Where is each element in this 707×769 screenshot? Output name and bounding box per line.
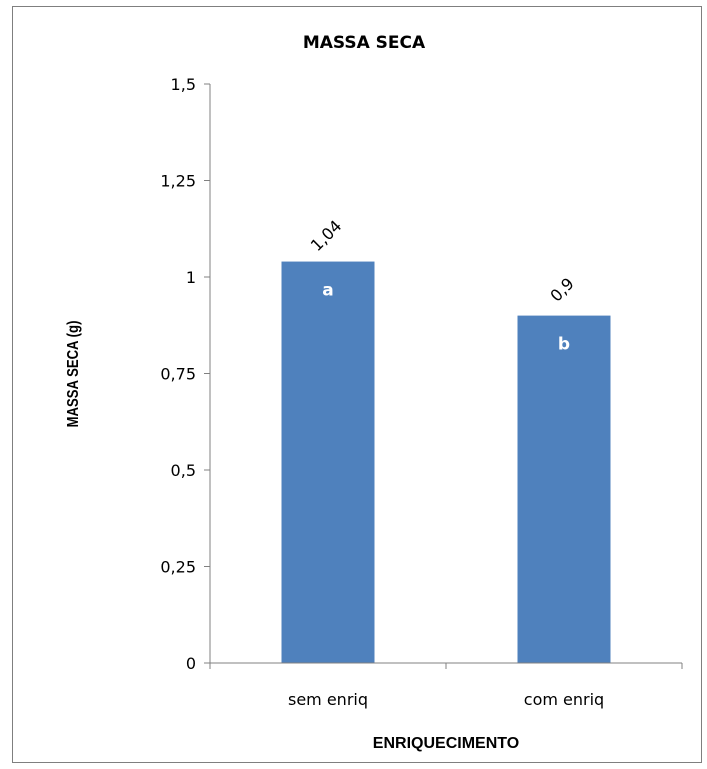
y-tick-label: 0,5	[171, 461, 196, 480]
y-tick-label: 0,75	[160, 365, 196, 384]
data-label: 0,9	[546, 274, 577, 305]
y-tick-label: 1,25	[160, 172, 196, 191]
y-axis-ticks: 0 0,25 0,5 0,75 1 1,25 1,5	[160, 75, 210, 673]
x-axis-title: ENRIQUECIMENTO	[373, 735, 519, 752]
y-tick-label: 0,25	[160, 558, 196, 577]
bar	[281, 261, 375, 663]
y-tick-label: 0	[186, 654, 196, 673]
x-axis-labels: sem enriq com enriq	[288, 690, 604, 709]
axes	[209, 84, 683, 669]
bar-significance-letter: a	[322, 281, 333, 301]
data-label: 1,04	[307, 216, 346, 255]
bar	[517, 315, 611, 663]
x-category-label: com enriq	[524, 690, 604, 709]
chart-title: MASSA SECA	[303, 33, 426, 53]
bar-significance-letter: b	[558, 335, 570, 355]
bars: 1,04 a 0,9 b	[281, 216, 611, 663]
y-tick-label: 1,5	[171, 75, 196, 94]
x-category-label: sem enriq	[288, 690, 368, 709]
y-axis-title: MASSA SECA (g)	[65, 320, 82, 427]
y-tick-label: 1	[186, 268, 196, 287]
